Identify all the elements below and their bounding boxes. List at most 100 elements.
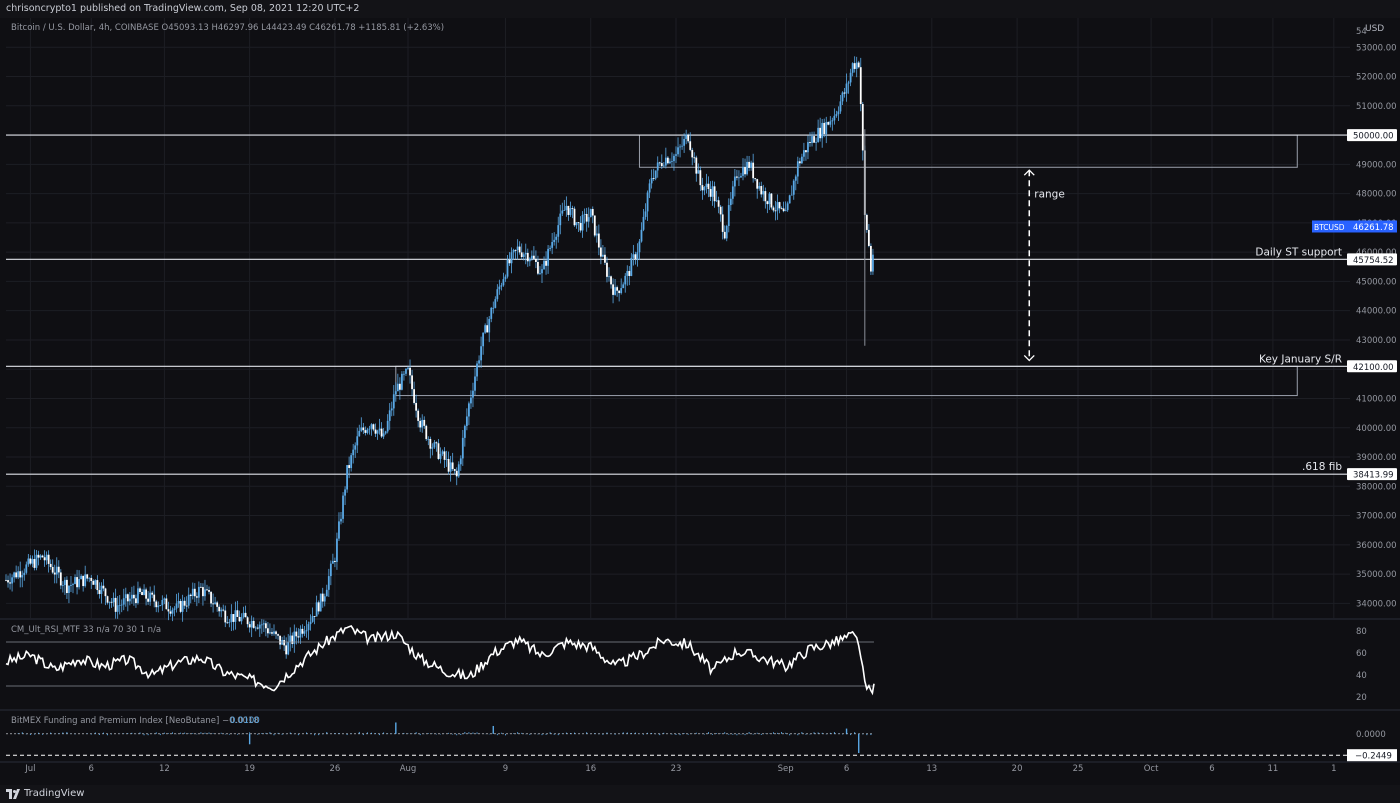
ohlc-legend: Bitcoin / U.S. Dollar, 4h, COINBASE O450… [11,23,444,33]
candle-body [656,162,659,171]
candle-body [561,210,564,214]
candle-body [340,518,342,522]
candle-body [264,623,267,629]
candle-body [84,574,87,587]
candle-body [348,465,351,469]
candle-body [390,408,393,411]
candle-body [37,554,40,558]
candle-body [547,248,549,266]
candle-body [825,122,828,135]
time-tick-label: 9 [503,764,508,774]
candle-body [537,261,539,274]
candle-body [504,276,507,280]
candle-body [118,604,121,606]
candle-body [727,205,730,226]
candle-body [159,605,162,606]
candle-body [242,612,245,618]
candle-body [161,599,164,606]
candle-body [624,275,627,285]
candle-body [815,141,817,143]
candle-body [295,631,298,637]
candle-body [173,608,176,610]
candle-body [431,447,434,449]
candle-body [468,403,470,417]
candle-body [299,628,302,638]
candle-body [360,427,363,431]
candle-body [855,62,858,69]
candle-body [287,641,290,655]
range-label: range [1034,189,1065,201]
time-tick-label: Oct [1144,764,1159,774]
candle-body [17,571,20,578]
candle-body [25,564,28,573]
candle-body [175,603,178,609]
candle-body [681,145,683,147]
time-tick-label: 23 [671,764,682,774]
candle-body [435,442,438,444]
candle-body [364,430,367,433]
candle-body [366,429,369,433]
candle-body [612,284,614,295]
time-tick-label: 25 [1073,764,1084,774]
candle-body [543,260,545,270]
candle-body [599,247,602,257]
candle-body [27,558,30,565]
candle-body [453,469,456,471]
candle-body [419,420,422,428]
candle-body [139,588,141,592]
candle-body [193,588,196,597]
candle-body [59,572,62,586]
candle-body [636,252,639,260]
candle-body [275,631,277,635]
candle-body [157,605,160,608]
candle-body [232,614,235,622]
candle-body [126,594,129,602]
candle-body [411,375,413,390]
candle-body [758,186,761,189]
candle-body [800,156,803,164]
candle-body [658,162,661,164]
candle-body [455,470,458,477]
candle-body [214,602,217,605]
candle-body [715,200,718,202]
candle-body [238,616,241,622]
candle-body [68,585,70,594]
candle-body [459,458,462,465]
candle-body [532,255,535,259]
candle-body [429,439,432,449]
candle-body [143,589,145,595]
candle-body [652,178,655,179]
candle-body [163,598,166,600]
candle-body [593,215,596,236]
candle-body [104,588,107,597]
price-tag-label: 42100.00 [1353,363,1394,373]
candle-body [644,211,647,217]
candle-body [496,289,499,300]
candle-body [711,186,714,197]
price-tick-label: 41000.00 [1356,394,1397,404]
candle-body [798,161,801,164]
candle-body [500,285,503,287]
candle-body [61,585,64,586]
candle-body [752,162,755,179]
candle-body [220,609,223,612]
candle-body [185,605,188,607]
candle-body [563,210,566,211]
candle-body [849,72,852,83]
candle-body [837,111,840,115]
candle-body [423,419,426,426]
candle-body [482,332,485,347]
candle-body [352,449,355,456]
candle-body [346,465,348,490]
candle-body [447,459,450,472]
candle-body [597,233,600,248]
candle-body [200,586,202,588]
candle-body [445,459,448,460]
candle-body [811,136,813,143]
candle-body [524,252,527,255]
daily-st-support-price-tag: 45754.52 [1347,253,1397,266]
candle-body [480,346,482,361]
candle-body [569,208,572,215]
time-tick-label: 26 [329,764,340,774]
